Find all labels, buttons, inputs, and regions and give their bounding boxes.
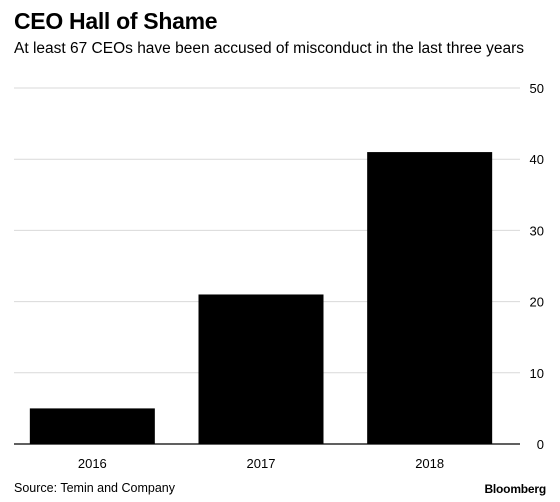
y-tick-label: 30 — [530, 223, 544, 238]
x-tick-label: 2016 — [78, 456, 107, 471]
x-tick-label: 2017 — [247, 456, 276, 471]
y-tick-label: 20 — [530, 295, 544, 310]
y-tick-label: 40 — [530, 152, 544, 167]
x-tick-label: 2018 — [415, 456, 444, 471]
chart-title: CEO Hall of Shame — [14, 8, 218, 34]
source-note: Source: Temin and Company — [14, 481, 175, 495]
bar-2018 — [367, 152, 493, 444]
chart-subtitle: At least 67 CEOs have been accused of mi… — [14, 40, 525, 57]
bloomberg-logo: Bloomberg — [484, 482, 546, 496]
y-tick-label: 0 — [537, 437, 544, 452]
y-tick-label: 50 — [530, 81, 544, 96]
y-tick-label: 10 — [530, 366, 544, 381]
bar-2017 — [198, 294, 324, 444]
bar-2016 — [29, 408, 155, 444]
